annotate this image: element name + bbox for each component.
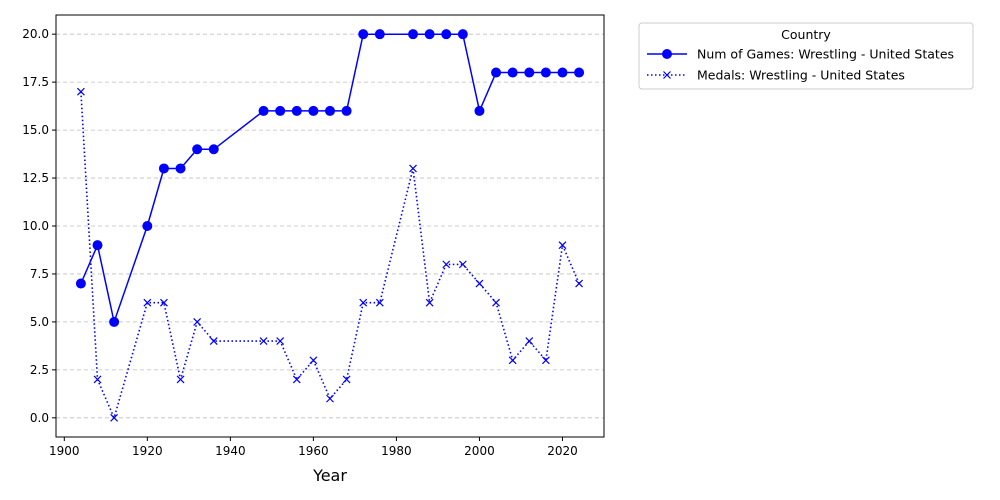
data-point bbox=[441, 29, 452, 40]
data-point bbox=[475, 279, 484, 288]
data-point bbox=[292, 375, 301, 384]
data-point bbox=[341, 105, 352, 116]
data-point bbox=[457, 29, 468, 40]
data-point bbox=[93, 375, 102, 384]
legend-swatch-marker bbox=[662, 49, 672, 59]
data-point bbox=[76, 87, 85, 96]
series-layer bbox=[75, 29, 585, 422]
data-point bbox=[175, 163, 186, 174]
data-point bbox=[492, 298, 500, 307]
x-tick-label: 1960 bbox=[298, 444, 329, 458]
y-tick-label: 5.0 bbox=[30, 315, 49, 329]
data-point bbox=[110, 413, 119, 422]
data-point bbox=[425, 298, 434, 307]
x-tick-label: 2020 bbox=[547, 444, 578, 458]
data-point bbox=[359, 298, 368, 307]
data-point bbox=[358, 29, 369, 40]
data-point bbox=[325, 105, 335, 116]
series-medals bbox=[76, 87, 584, 422]
data-point bbox=[309, 356, 318, 365]
data-point bbox=[160, 298, 168, 307]
legend-entries: Num of Games: Wrestling - United States M… bbox=[647, 47, 954, 83]
data-point bbox=[442, 260, 451, 269]
data-point bbox=[258, 105, 269, 116]
data-point bbox=[176, 375, 185, 384]
data-point bbox=[540, 67, 551, 78]
series-line bbox=[80, 91, 580, 421]
data-point bbox=[109, 316, 120, 327]
data-point bbox=[575, 279, 584, 288]
x-tick-label: 1920 bbox=[132, 444, 163, 458]
data-point bbox=[541, 356, 550, 365]
legend-entry: Num of Games: Wrestling - United States bbox=[647, 47, 954, 62]
y-tick-label: 0.0 bbox=[30, 411, 49, 425]
data-point bbox=[557, 67, 568, 78]
x-tick-label: 1980 bbox=[381, 444, 412, 458]
data-point bbox=[75, 278, 86, 289]
y-tick-label: 10.0 bbox=[22, 219, 49, 233]
x-tick-label: 1900 bbox=[49, 444, 80, 458]
legend-label: Num of Games: Wrestling - United States bbox=[697, 47, 954, 62]
legend-entry: Medals: Wrestling - United States bbox=[647, 68, 905, 83]
data-point bbox=[142, 221, 153, 231]
legend-swatch-marker bbox=[663, 71, 671, 79]
legend-frame bbox=[638, 22, 974, 90]
data-point bbox=[158, 163, 169, 174]
data-point bbox=[375, 298, 384, 307]
data-point bbox=[208, 144, 219, 155]
data-point bbox=[507, 67, 518, 78]
x-tick-label: 1940 bbox=[215, 444, 246, 458]
data-point bbox=[524, 67, 535, 78]
data-point bbox=[525, 337, 534, 346]
data-point bbox=[458, 260, 467, 269]
x-axis-title: Year bbox=[312, 466, 347, 485]
data-point bbox=[342, 375, 351, 384]
data-point bbox=[409, 164, 417, 173]
y-tick-label: 17.5 bbox=[22, 75, 49, 89]
data-point bbox=[424, 29, 435, 40]
data-point bbox=[558, 241, 567, 250]
legend-title: Country bbox=[781, 27, 831, 42]
y-tick-label: 12.5 bbox=[22, 171, 49, 185]
data-point bbox=[308, 105, 319, 116]
data-point bbox=[326, 394, 334, 403]
y-axis-ticks: 0.0 2.5 5.0 7.5 10.0 12.5 15.0 17.5 20.0 bbox=[22, 27, 56, 425]
data-point bbox=[508, 356, 517, 365]
y-tick-label: 7.5 bbox=[30, 267, 49, 281]
data-point bbox=[491, 67, 502, 78]
data-point bbox=[143, 298, 152, 307]
legend: Country Num of Games: Wrestling - United… bbox=[638, 22, 974, 90]
data-point bbox=[92, 240, 103, 251]
data-point bbox=[574, 67, 585, 78]
y-tick-label: 2.5 bbox=[30, 363, 49, 377]
data-point bbox=[193, 317, 202, 326]
series-num-of-games bbox=[75, 29, 585, 327]
x-axis-ticks: 1900 1920 1940 1960 1980 2000 2020 bbox=[49, 437, 578, 458]
data-point bbox=[474, 105, 485, 116]
y-tick-label: 20.0 bbox=[22, 27, 49, 41]
data-point bbox=[192, 144, 203, 155]
y-tick-label: 15.0 bbox=[22, 123, 49, 137]
data-point bbox=[209, 337, 218, 346]
data-point bbox=[259, 337, 268, 346]
data-point bbox=[291, 105, 302, 116]
x-tick-label: 2000 bbox=[464, 444, 495, 458]
grid-lines bbox=[56, 33, 604, 419]
data-point bbox=[275, 105, 286, 116]
legend-label: Medals: Wrestling - United States bbox=[697, 68, 905, 83]
data-point bbox=[408, 29, 419, 40]
data-point bbox=[276, 337, 285, 346]
data-point bbox=[374, 29, 385, 40]
